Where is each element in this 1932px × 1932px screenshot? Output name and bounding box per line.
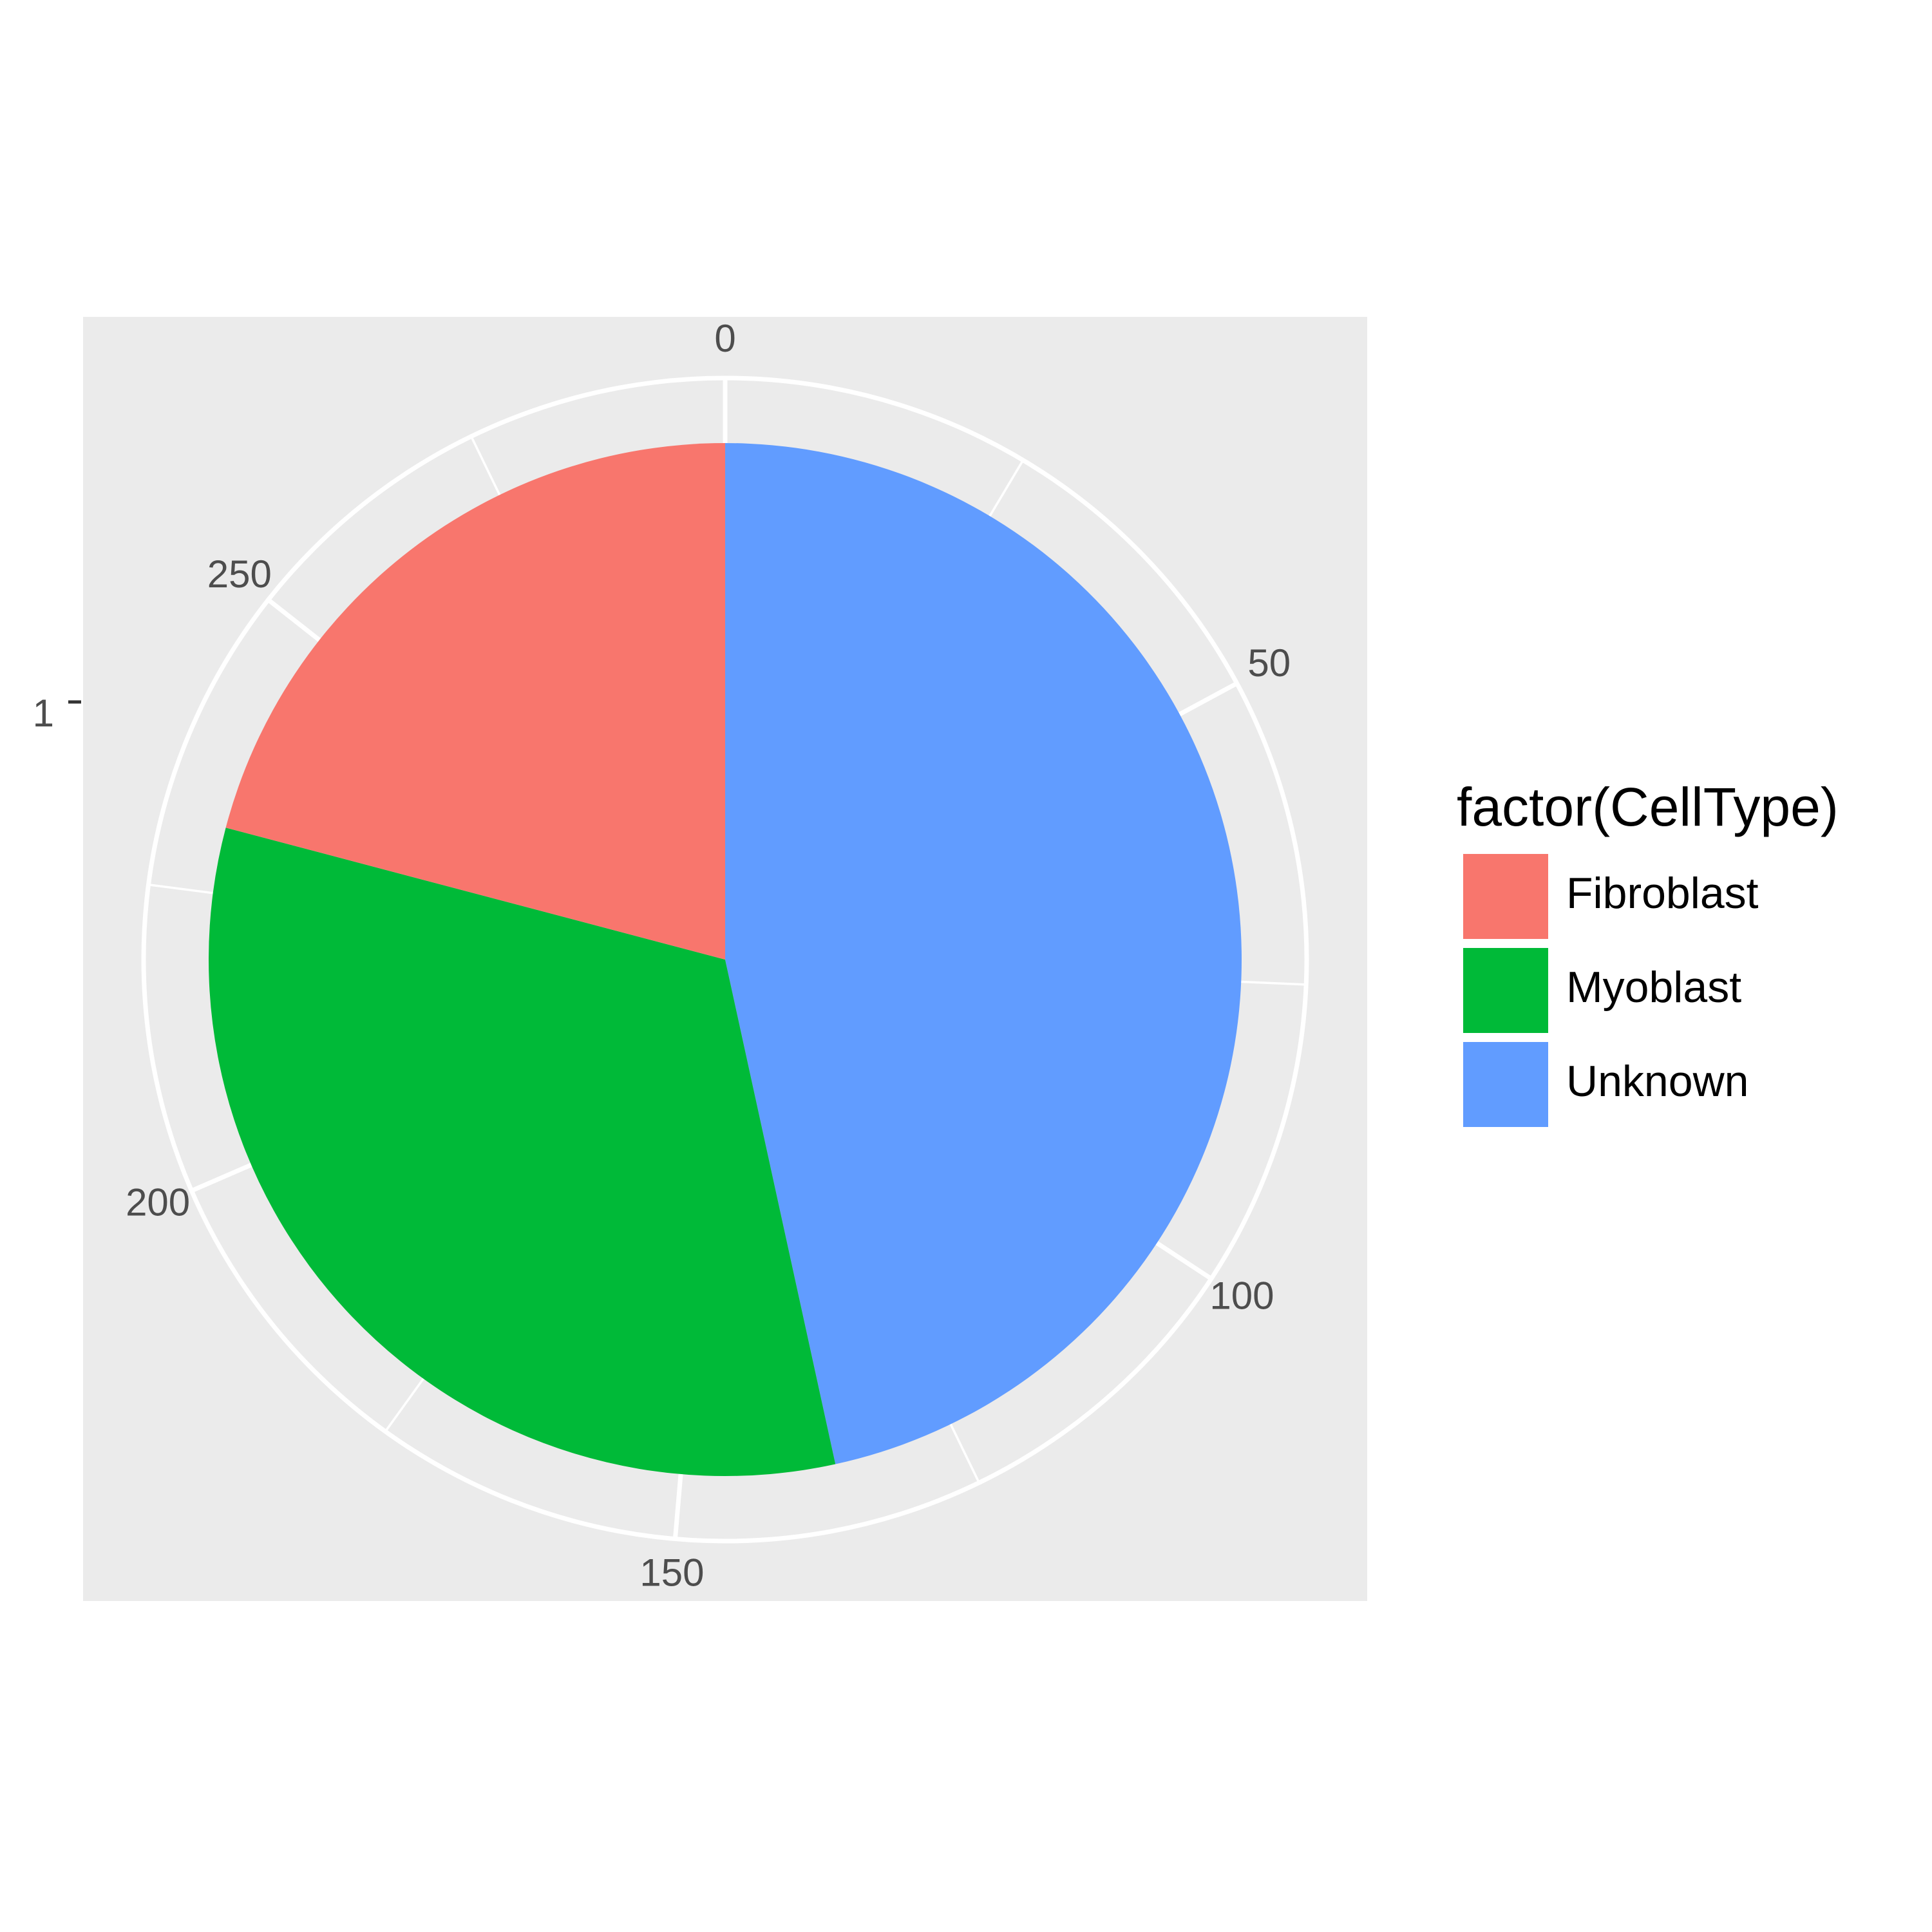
- legend-label-unknown: Unknown: [1566, 1057, 1749, 1106]
- legend-title: factor(CellType): [1457, 777, 1839, 837]
- theta-tick-label-100: 100: [1209, 1274, 1274, 1318]
- theta-tick-labels: 0 50 100 150 200 250: [126, 317, 1291, 1594]
- theta-tick-label-250: 250: [207, 553, 272, 596]
- legend-items: Fibroblast Myoblast Unknown: [1463, 854, 1759, 1127]
- theta-tick-label-200: 200: [126, 1180, 190, 1224]
- legend: factor(CellType) Fibroblast Myoblast Unkno…: [1457, 777, 1839, 1127]
- pie-slice-fibroblast: [225, 443, 726, 960]
- theta-tick-label-50: 50: [1247, 641, 1291, 685]
- slice-layer: [209, 443, 1242, 1477]
- legend-label-myoblast: Myoblast: [1566, 963, 1741, 1012]
- legend-key-fibroblast: [1463, 854, 1548, 939]
- theta-tick-label-0: 0: [714, 317, 735, 360]
- pie-slice-myoblast: [209, 828, 836, 1477]
- y-axis: 1: [33, 692, 81, 735]
- legend-label-fibroblast: Fibroblast: [1566, 869, 1759, 918]
- theta-tick-label-150: 150: [639, 1551, 704, 1594]
- legend-key-myoblast: [1463, 948, 1548, 1033]
- legend-key-unknown: [1463, 1042, 1548, 1127]
- pie-slice-unknown: [725, 443, 1242, 1464]
- y-tick-label: 1: [33, 692, 54, 735]
